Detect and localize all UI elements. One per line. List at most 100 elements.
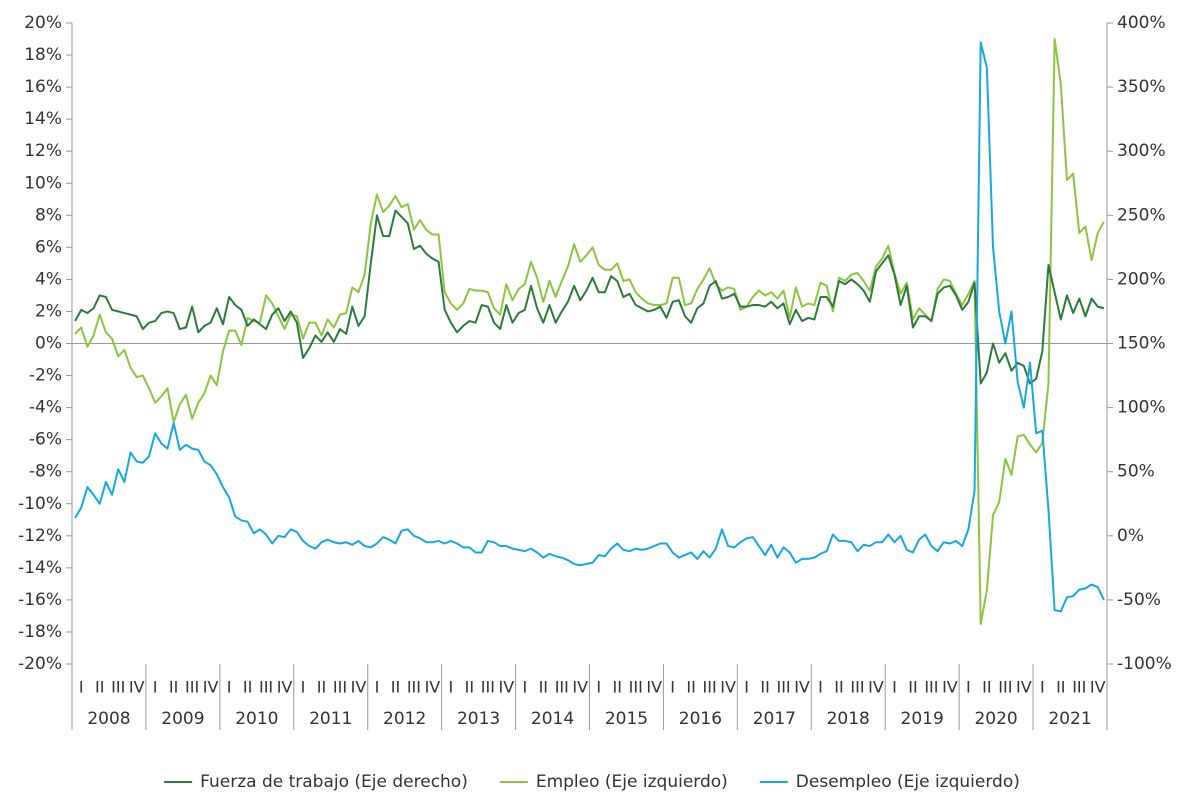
quarter-label: I [522, 678, 527, 697]
quarter-label: III [776, 678, 790, 697]
y2-tick-label: 250% [1117, 205, 1166, 225]
quarter-label: I [375, 678, 380, 697]
quarter-label: II [243, 678, 252, 697]
year-label: 2020 [974, 709, 1017, 729]
quarter-label: I [744, 678, 749, 697]
quarter-label: I [966, 678, 971, 697]
quarter-label: I [449, 678, 454, 697]
series-line [74, 41, 1105, 613]
series-line [74, 38, 1105, 625]
quarter-label: IV [425, 678, 441, 697]
quarter-label: III [259, 678, 273, 697]
quarter-label: II [169, 678, 178, 697]
year-label: 2017 [753, 709, 796, 729]
quarter-label: III [629, 678, 643, 697]
year-label: 2011 [309, 709, 352, 729]
y-tick-label: -8% [29, 462, 62, 482]
y-tick-label: 0% [35, 334, 62, 354]
quarter-label: II [539, 678, 548, 697]
y-tick-label: 14% [24, 109, 62, 129]
quarter-label: III [481, 678, 495, 697]
quarter-label: IV [351, 678, 367, 697]
quarter-label: I [670, 678, 675, 697]
quarter-label: II [95, 678, 104, 697]
series-line [74, 209, 1105, 385]
quarter-label: III [111, 678, 125, 697]
y-tick-label: 18% [24, 45, 62, 65]
y-tick-label: -4% [29, 398, 62, 418]
quarter-label: IV [646, 678, 662, 697]
y-tick-label: -2% [29, 366, 62, 386]
y-tick-label: -16% [18, 590, 62, 610]
y2-tick-label: 50% [1117, 462, 1155, 482]
quarter-label: I [596, 678, 601, 697]
quarter-label: I [227, 678, 232, 697]
quarter-label: III [333, 678, 347, 697]
year-label: 2013 [457, 709, 500, 729]
quarter-label: I [153, 678, 158, 697]
quarter-label: II [908, 678, 917, 697]
y-tick-label: -10% [18, 494, 62, 514]
quarter-label: IV [1090, 678, 1106, 697]
y2-tick-label: 150% [1117, 334, 1166, 354]
year-label: 2008 [87, 709, 130, 729]
quarter-label: III [850, 678, 864, 697]
year-label: 2010 [235, 709, 278, 729]
year-label: 2016 [679, 709, 722, 729]
y-tick-label: 10% [24, 173, 62, 193]
quarter-label: II [760, 678, 769, 697]
quarter-label: IV [1016, 678, 1032, 697]
quarter-label: IV [868, 678, 884, 697]
legend-label: Fuerza de trabajo (Eje derecho) [200, 772, 468, 792]
y-tick-label: 6% [35, 237, 62, 257]
quarter-label: IV [277, 678, 293, 697]
quarter-label: III [185, 678, 199, 697]
year-label: 2014 [531, 709, 574, 729]
quarter-label: II [391, 678, 400, 697]
y2-tick-label: 0% [1117, 526, 1144, 546]
quarter-label: III [1072, 678, 1086, 697]
y2-tick-label: 400% [1117, 13, 1166, 33]
quarter-label: IV [942, 678, 958, 697]
quarter-label: IV [572, 678, 588, 697]
year-label: 2021 [1048, 709, 1091, 729]
y-tick-label: -18% [18, 622, 62, 642]
y-tick-label: 2% [35, 301, 62, 321]
y-tick-label: 16% [24, 77, 62, 97]
quarter-label: III [703, 678, 717, 697]
quarter-label: IV [203, 678, 219, 697]
legend-label: Desempleo (Eje izquierdo) [796, 772, 1020, 792]
quarter-label: II [465, 678, 474, 697]
y2-tick-label: -100% [1117, 654, 1172, 674]
quarter-label: I [301, 678, 306, 697]
y-tick-label: 8% [35, 205, 62, 225]
quarter-label: I [818, 678, 823, 697]
quarter-label: IV [129, 678, 145, 697]
y2-tick-label: -50% [1117, 590, 1161, 610]
year-label: 2009 [161, 709, 204, 729]
y-tick-label: 20% [24, 13, 62, 33]
y2-tick-label: 350% [1117, 77, 1166, 97]
y-tick-label: 12% [24, 141, 62, 161]
quarter-label: II [317, 678, 326, 697]
quarter-label: I [1040, 678, 1045, 697]
quarter-label: III [407, 678, 421, 697]
quarter-label: IV [794, 678, 810, 697]
y-tick-label: -6% [29, 430, 62, 450]
quarter-label: III [924, 678, 938, 697]
y-tick-label: -14% [18, 558, 62, 578]
quarter-label: II [1056, 678, 1065, 697]
year-label: 2019 [901, 709, 944, 729]
quarter-label: I [79, 678, 84, 697]
year-label: 2012 [383, 709, 426, 729]
quarter-label: II [834, 678, 843, 697]
quarter-label: II [982, 678, 991, 697]
year-label: 2018 [827, 709, 870, 729]
y-tick-label: -20% [18, 654, 62, 674]
y2-tick-label: 300% [1117, 141, 1166, 161]
quarter-label: III [555, 678, 569, 697]
quarter-label: II [613, 678, 622, 697]
quarter-label: IV [720, 678, 736, 697]
